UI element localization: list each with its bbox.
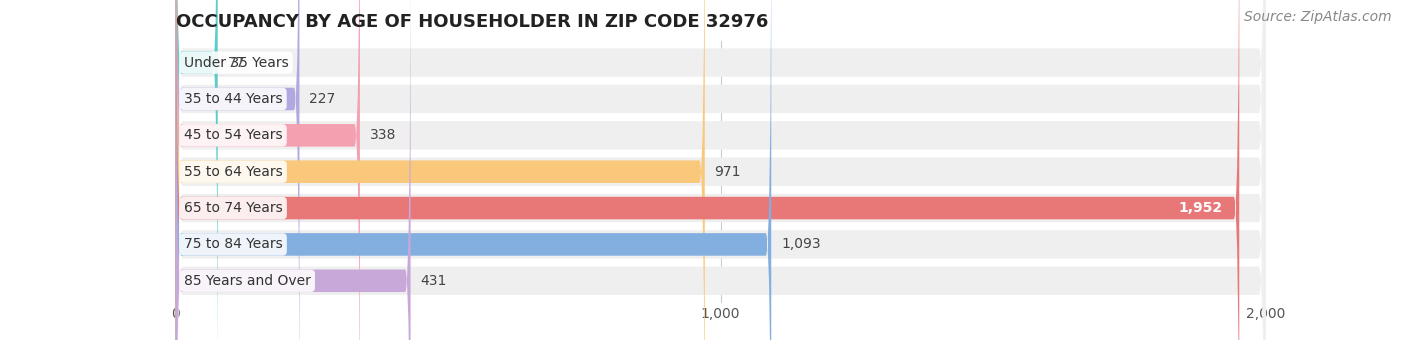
- Text: Under 35 Years: Under 35 Years: [184, 56, 288, 70]
- FancyBboxPatch shape: [176, 0, 704, 340]
- Text: OCCUPANCY BY AGE OF HOUSEHOLDER IN ZIP CODE 32976: OCCUPANCY BY AGE OF HOUSEHOLDER IN ZIP C…: [176, 13, 768, 31]
- FancyBboxPatch shape: [176, 0, 1239, 340]
- FancyBboxPatch shape: [176, 0, 411, 340]
- FancyBboxPatch shape: [176, 0, 299, 340]
- FancyBboxPatch shape: [176, 0, 360, 340]
- FancyBboxPatch shape: [176, 0, 772, 340]
- FancyBboxPatch shape: [176, 0, 1265, 340]
- Text: 55 to 64 Years: 55 to 64 Years: [184, 165, 283, 179]
- Text: 65 to 74 Years: 65 to 74 Years: [184, 201, 283, 215]
- Text: 338: 338: [370, 128, 396, 142]
- Text: 35 to 44 Years: 35 to 44 Years: [184, 92, 283, 106]
- Text: 1,093: 1,093: [782, 237, 821, 251]
- Text: 971: 971: [714, 165, 741, 179]
- Text: 431: 431: [420, 274, 447, 288]
- FancyBboxPatch shape: [176, 0, 1265, 340]
- Text: Source: ZipAtlas.com: Source: ZipAtlas.com: [1244, 10, 1392, 24]
- FancyBboxPatch shape: [176, 0, 1265, 340]
- Text: 45 to 54 Years: 45 to 54 Years: [184, 128, 283, 142]
- Text: 1,952: 1,952: [1178, 201, 1223, 215]
- Text: 227: 227: [309, 92, 336, 106]
- FancyBboxPatch shape: [176, 0, 1265, 340]
- FancyBboxPatch shape: [176, 0, 218, 340]
- Text: 77: 77: [228, 56, 245, 70]
- FancyBboxPatch shape: [176, 0, 1265, 340]
- FancyBboxPatch shape: [176, 0, 1265, 340]
- FancyBboxPatch shape: [176, 0, 1265, 340]
- Text: 75 to 84 Years: 75 to 84 Years: [184, 237, 283, 251]
- Text: 85 Years and Over: 85 Years and Over: [184, 274, 311, 288]
